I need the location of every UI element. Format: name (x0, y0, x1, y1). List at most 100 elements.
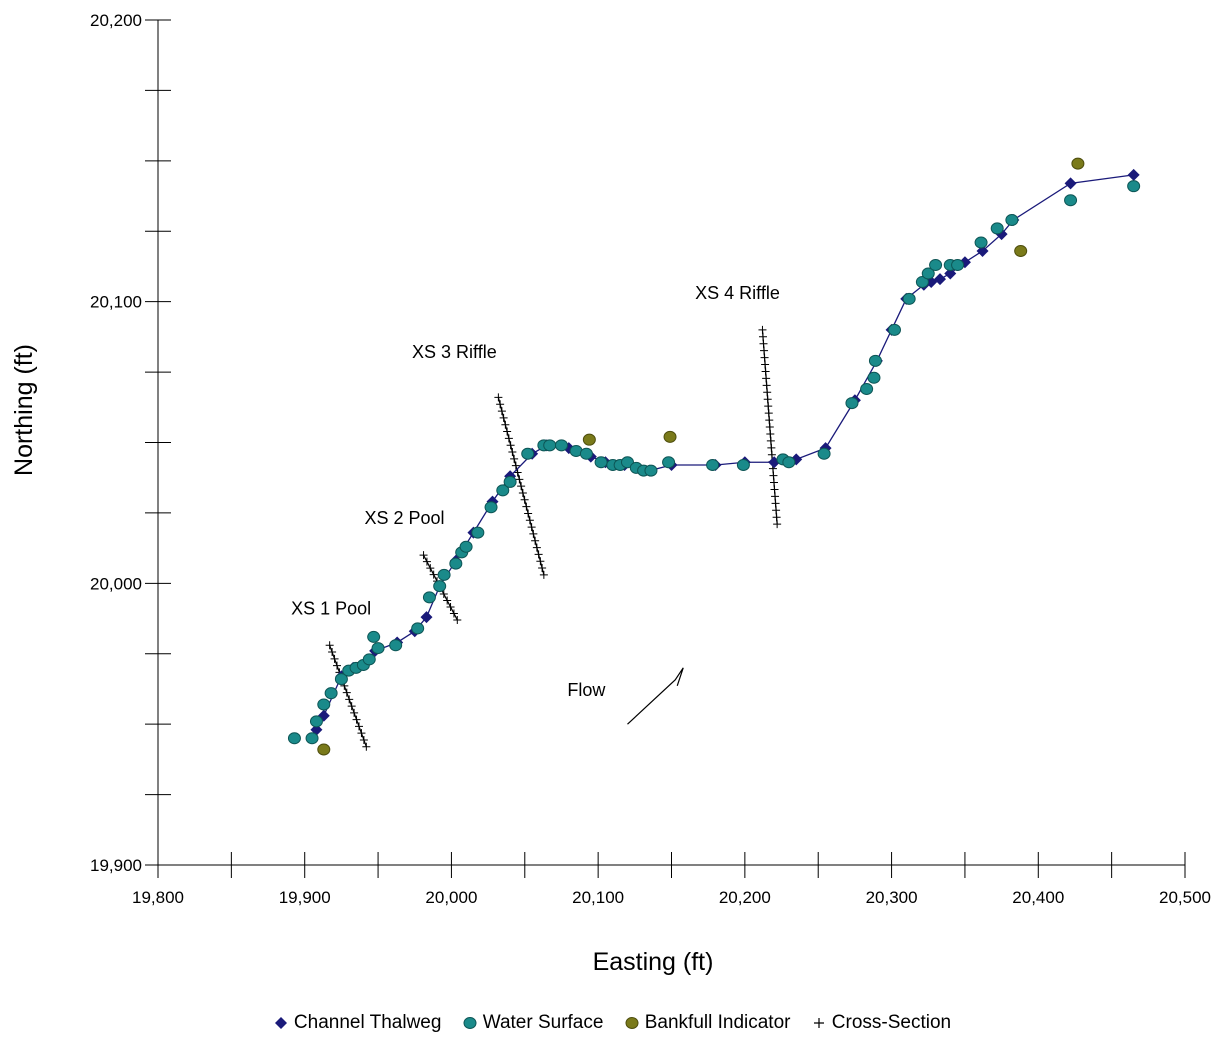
x-tick-label: 20,400 (1012, 888, 1064, 907)
cross-section-point (522, 502, 531, 511)
y-tick-label: 20,100 (90, 293, 142, 312)
water-surface-point (817, 447, 831, 460)
cross-section-point (765, 423, 774, 432)
cross-section-point (764, 402, 773, 411)
y-tick-label: 20,200 (90, 11, 142, 30)
cross-section-point (518, 488, 527, 497)
cross-section-line (329, 645, 367, 747)
thalweg-point (420, 611, 433, 624)
water-surface-point (845, 397, 859, 410)
cross-section-point (511, 461, 520, 470)
annotation-label: Flow (567, 680, 606, 700)
thalweg-point (1064, 177, 1077, 190)
thalweg-point (944, 267, 957, 280)
cross-section-point (763, 388, 772, 397)
water-surface-point (867, 371, 881, 384)
cross-section-point (419, 551, 428, 560)
annotation-label: XS 4 Riffle (695, 283, 780, 303)
water-surface-point (921, 267, 935, 280)
cross-section-point (532, 543, 541, 552)
cross-section-point (429, 570, 438, 579)
legend-item-water-surface: Water Surface (463, 1012, 603, 1034)
cross-section-point (770, 485, 779, 494)
cross-section-point (513, 468, 522, 477)
cross-section-point (769, 478, 778, 487)
cross-section-point (506, 441, 515, 450)
x-tick-label: 20,500 (1159, 888, 1211, 907)
bankfull-point (1014, 244, 1028, 257)
cross-section-point (529, 529, 538, 538)
cross-section-point (760, 346, 769, 355)
cross-section-1 (325, 641, 371, 751)
x-axis-title: Easting (ft) (593, 948, 714, 976)
cross-section-point (524, 509, 533, 518)
cross-section-point (515, 475, 524, 484)
cross-section-point (357, 729, 366, 738)
water-surface-point (1127, 180, 1141, 193)
water-surface-point (902, 292, 916, 305)
water-surface-point (371, 642, 385, 655)
cross-section-point (536, 557, 545, 566)
cross-section-point (767, 450, 776, 459)
water-surface-point (437, 568, 451, 581)
cross-section-point (499, 413, 508, 422)
legend-item-bankfull: Bankfull Indicator (625, 1012, 791, 1034)
circle-marker-icon (625, 1016, 639, 1029)
cross-section-point (426, 564, 435, 573)
y-axis-title: Northing (ft) (10, 344, 38, 476)
circle-marker-icon (463, 1016, 477, 1029)
cross-section-point (443, 596, 452, 605)
cross-section-point (772, 506, 781, 515)
water-surface-point (459, 540, 473, 553)
cross-section-point (525, 516, 534, 525)
plot-area: XS 1 Pool XS 2 Pool XS 3 Riffle XS 4 Riffle… (287, 157, 1141, 756)
cross-section-point (422, 557, 431, 566)
water-surface-point (974, 236, 988, 249)
cross-section-point (764, 409, 773, 418)
cross-section-point (362, 742, 371, 751)
cross-section-point (531, 536, 540, 545)
water-surface-point (868, 354, 882, 367)
water-surface-point (287, 732, 301, 745)
cross-section-point (539, 570, 548, 579)
diamond-marker-icon (274, 1016, 287, 1029)
cross-section-point (345, 695, 354, 704)
cross-section-point (494, 393, 503, 402)
flow-arrow-icon (627, 667, 684, 725)
water-surface-point (1005, 213, 1019, 226)
legend-label-thalweg: Channel Thalweg (293, 1012, 442, 1033)
thalweg-point (1127, 168, 1140, 181)
cross-section-point (758, 325, 767, 334)
water-surface-point (594, 456, 608, 469)
water-surface-point (389, 639, 403, 652)
water-surface-point (471, 526, 485, 539)
cross-section-point (328, 648, 337, 657)
x-tick-label: 20,100 (572, 888, 624, 907)
cross-section-point (354, 722, 363, 731)
water-surface-point (662, 456, 676, 469)
legend-label-bankfull: Bankfull Indicator (644, 1012, 791, 1033)
water-surface-point (620, 456, 634, 469)
cross-section-point (769, 471, 778, 480)
water-surface-point (706, 459, 720, 472)
thalweg-point (933, 273, 946, 286)
annotation-label: XS 1 Pool (291, 598, 371, 618)
cross-section-point (534, 550, 543, 559)
cross-section-point (758, 332, 767, 341)
water-surface-point (449, 557, 463, 570)
cross-section-point (496, 400, 505, 409)
thalweg-line (315, 174, 1134, 731)
legend: Channel Thalweg Water Surface Bankfull I… (0, 1012, 1225, 1034)
water-surface-point (1064, 194, 1078, 207)
cross-section-point (517, 482, 526, 491)
water-surface-point (309, 715, 323, 728)
water-surface-point (317, 698, 331, 711)
water-surface-point (362, 653, 376, 666)
bankfull-point (582, 433, 596, 446)
water-surface-point (305, 732, 319, 745)
water-surface-point (951, 259, 965, 272)
cross-section-point (342, 688, 351, 697)
cross-section-point (497, 407, 506, 416)
water-surface-point (521, 447, 535, 460)
cross-section-3 (494, 393, 548, 579)
